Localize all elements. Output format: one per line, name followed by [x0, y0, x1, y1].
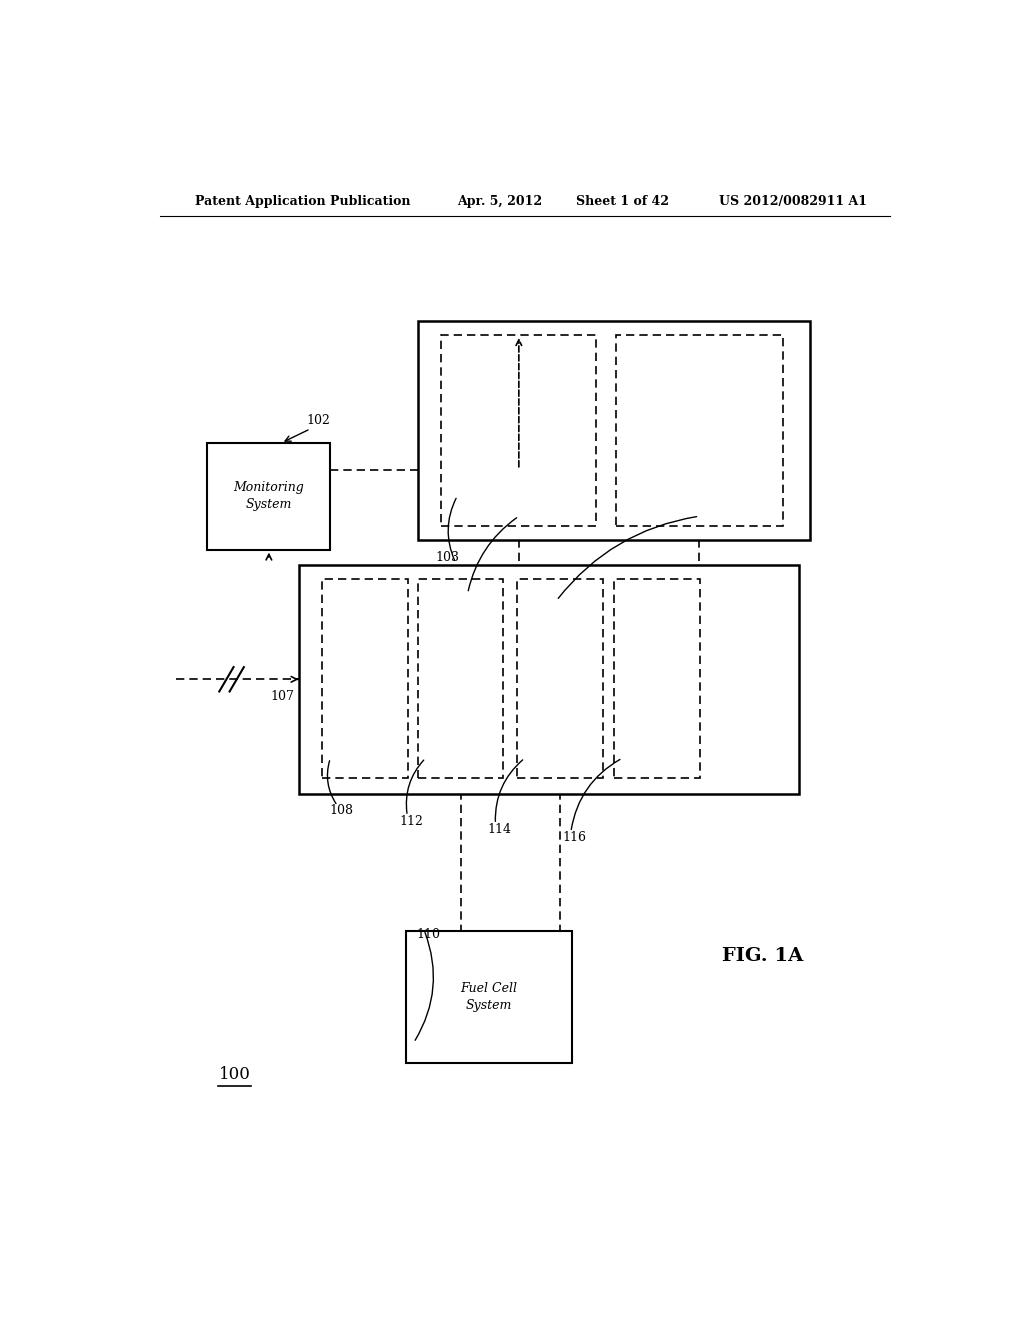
Text: Sheet 1 of 42: Sheet 1 of 42	[577, 194, 670, 207]
Text: 110: 110	[416, 928, 440, 941]
Text: 103: 103	[436, 552, 460, 565]
Bar	[441, 335, 596, 527]
Text: Energy Transfer System: Energy Transfer System	[456, 615, 465, 743]
Bar	[299, 565, 799, 793]
Bar	[614, 579, 700, 779]
Bar	[616, 335, 782, 527]
Text: Additional Energy
Source: Additional Energy Source	[688, 380, 711, 482]
Bar	[323, 579, 409, 779]
Text: Fuel Cell
System: Fuel Cell System	[461, 982, 517, 1012]
Text: Apr. 5, 2012: Apr. 5, 2012	[458, 194, 543, 207]
Text: Fuel Cell Control System: Fuel Cell Control System	[360, 612, 370, 744]
Text: 106: 106	[549, 599, 572, 612]
Text: 107: 107	[270, 689, 295, 702]
Text: 108: 108	[330, 804, 353, 817]
Text: Configuration Control System: Configuration Control System	[653, 601, 662, 758]
Bar	[418, 579, 504, 779]
Text: 116: 116	[563, 830, 587, 843]
Text: Reactant Control System: Reactant Control System	[555, 612, 564, 744]
Text: 104: 104	[460, 591, 483, 605]
Text: Patent Application Publication: Patent Application Publication	[196, 194, 411, 207]
Text: FIG. 1A: FIG. 1A	[722, 948, 804, 965]
Text: Energy Source
Nuclear Reactor
System: Energy Source Nuclear Reactor System	[501, 384, 537, 478]
Text: Monitoring
System: Monitoring System	[233, 482, 304, 511]
Text: 100: 100	[219, 1067, 251, 1084]
Bar	[207, 444, 331, 549]
Text: US 2012/0082911 A1: US 2012/0082911 A1	[719, 194, 867, 207]
Bar	[517, 579, 602, 779]
Bar	[418, 321, 811, 540]
Text: 114: 114	[487, 822, 512, 836]
Bar	[406, 931, 572, 1063]
Text: 102: 102	[306, 414, 331, 428]
Text: 112: 112	[399, 814, 423, 828]
